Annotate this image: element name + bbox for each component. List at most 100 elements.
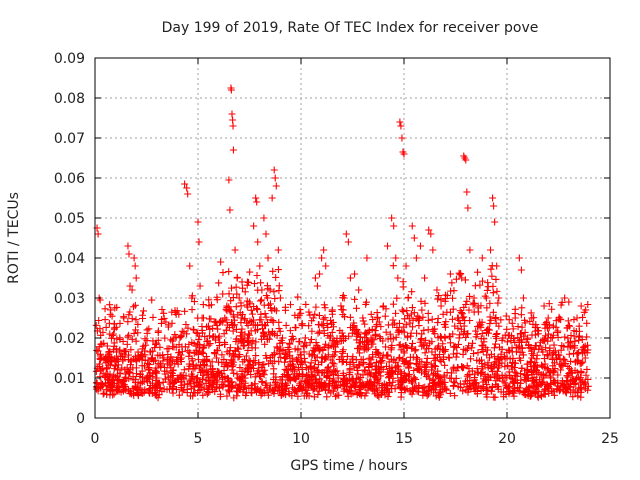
data-point	[163, 345, 171, 353]
data-point	[481, 372, 489, 380]
data-point	[440, 321, 448, 329]
data-point	[271, 330, 278, 338]
data-point	[198, 375, 206, 383]
data-point	[237, 299, 245, 307]
data-point	[165, 378, 173, 386]
data-point	[364, 337, 372, 345]
data-point	[471, 370, 479, 378]
data-point	[318, 354, 326, 362]
data-point	[221, 314, 229, 322]
data-point	[116, 346, 124, 354]
data-point	[296, 384, 304, 392]
data-point	[237, 314, 245, 322]
data-point	[242, 352, 250, 360]
data-point	[102, 359, 110, 367]
data-point	[228, 363, 236, 371]
data-point	[248, 318, 256, 326]
data-point	[331, 340, 339, 348]
data-point	[483, 286, 491, 294]
data-point	[195, 336, 203, 344]
data-point	[96, 360, 104, 368]
data-point	[344, 377, 352, 385]
data-point	[215, 358, 223, 366]
data-point	[238, 284, 246, 292]
data-point	[533, 363, 541, 371]
data-point	[173, 386, 181, 394]
data-point	[204, 385, 212, 393]
data-point	[463, 330, 471, 338]
data-point	[569, 393, 577, 401]
data-point	[315, 311, 323, 319]
data-point	[159, 378, 167, 386]
data-point	[418, 306, 426, 314]
data-point	[359, 355, 367, 363]
data-point	[294, 392, 302, 400]
data-point	[286, 327, 294, 335]
data-point	[266, 381, 274, 389]
data-point	[434, 342, 442, 350]
data-point	[582, 371, 590, 379]
data-point	[320, 383, 328, 391]
data-point	[245, 356, 253, 364]
data-point	[406, 319, 414, 327]
data-point	[312, 303, 320, 311]
data-point	[384, 393, 392, 401]
axis-ticks: 0 5 10 15 20 25 0 0.01 0.02 0.03 0.04 0.05 0.06 0.07 0…	[54, 51, 619, 447]
data-point	[101, 354, 109, 362]
data-point	[188, 370, 196, 378]
data-point	[181, 343, 189, 351]
data-point	[192, 342, 200, 350]
data-point	[410, 384, 418, 392]
data-point	[371, 362, 379, 370]
data-point	[408, 339, 416, 347]
data-point	[278, 334, 286, 342]
data-point	[161, 334, 169, 342]
data-point	[308, 327, 316, 335]
data-point	[514, 323, 522, 331]
data-point	[109, 391, 117, 399]
data-point	[557, 316, 565, 324]
data-point	[213, 354, 221, 362]
data-point	[130, 329, 138, 337]
data-point	[132, 326, 140, 334]
data-point	[417, 297, 425, 305]
data-point	[530, 362, 538, 370]
data-point	[116, 335, 124, 343]
data-point	[101, 316, 109, 324]
data-point	[298, 320, 306, 328]
data-point	[580, 308, 588, 316]
data-point	[415, 322, 423, 330]
y-tick-label: 0.06	[54, 171, 85, 187]
data-point	[412, 375, 420, 383]
data-point	[124, 242, 132, 250]
data-point	[276, 294, 284, 302]
data-point	[389, 378, 397, 386]
data-point	[331, 367, 339, 375]
data-point	[540, 390, 548, 398]
data-point	[435, 292, 443, 300]
data-point	[421, 349, 429, 357]
data-point	[570, 379, 578, 387]
data-point	[337, 353, 345, 361]
data-point	[236, 364, 244, 372]
data-point	[330, 351, 338, 359]
data-point	[370, 372, 378, 380]
data-point	[227, 379, 235, 387]
data-point	[285, 374, 293, 382]
data-point	[437, 357, 445, 365]
data-point	[385, 388, 393, 396]
data-point	[96, 373, 104, 381]
data-point	[388, 368, 396, 376]
data-point	[407, 377, 415, 385]
data-point	[425, 226, 433, 234]
data-point	[250, 364, 258, 372]
data-point	[250, 280, 258, 288]
data-point	[332, 392, 340, 400]
data-point	[281, 306, 289, 314]
data-point	[322, 340, 330, 348]
data-point	[226, 206, 234, 214]
data-point	[229, 382, 237, 390]
data-point	[365, 362, 373, 370]
data-point	[261, 321, 269, 329]
data-point	[399, 308, 407, 316]
